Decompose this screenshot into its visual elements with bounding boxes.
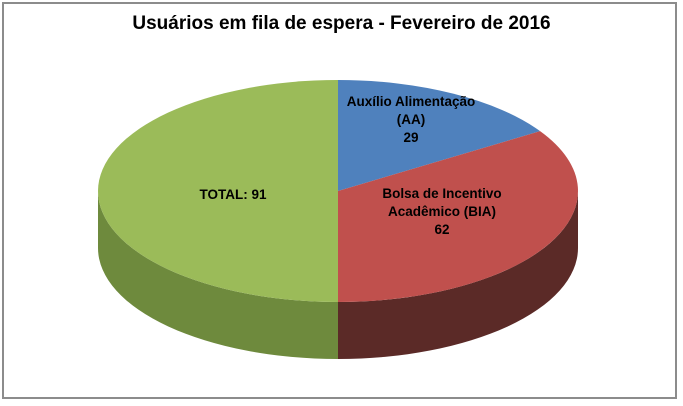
chart-title: Usuários em fila de espera - Fevereiro d… — [132, 13, 551, 34]
pie-slice-bia — [338, 131, 578, 302]
pie-side-total — [98, 191, 338, 359]
pie-side-bia — [338, 191, 578, 359]
pie-slice-aa — [338, 80, 541, 191]
pie-slice-total — [98, 80, 338, 302]
